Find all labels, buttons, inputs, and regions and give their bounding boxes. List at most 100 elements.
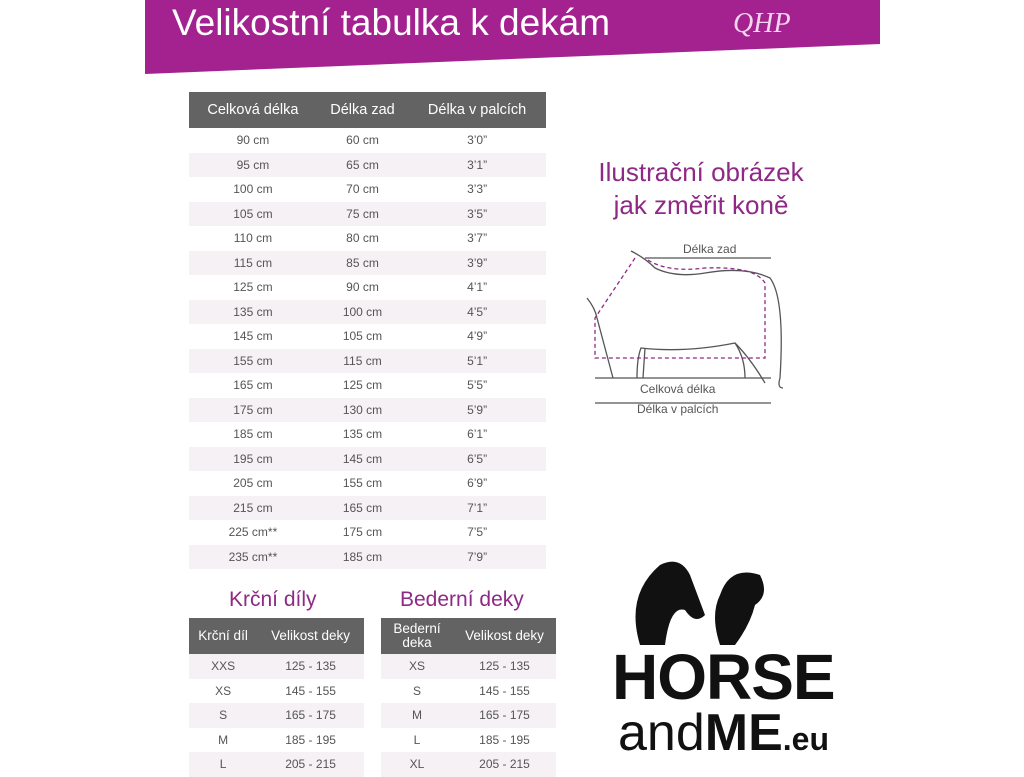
table-cell: 235 cm**: [189, 544, 317, 569]
table-cell: 165 - 175: [453, 703, 556, 728]
table-row: 235 cm** 185 cm 7’9”: [189, 544, 546, 569]
table-cell: 6’5”: [408, 446, 546, 471]
neck-title: Krční díly: [229, 588, 317, 611]
col-header: Délka zad: [316, 92, 409, 128]
table-cell: 145 cm: [233, 329, 273, 344]
horse-and-woman-logo-icon: [635, 561, 764, 645]
table-cell: 105 cm: [189, 201, 317, 226]
table-cell: 70 cm: [346, 182, 379, 197]
brand-line2: andME.eu: [618, 705, 829, 767]
table-cell: 135 cm: [342, 427, 383, 442]
table-row: 135 cm 100 cm 4’5”: [189, 299, 546, 324]
table-cell: 130 cm: [316, 397, 409, 422]
brand-eu: .eu: [782, 721, 829, 757]
table-cell: 4’9”: [467, 329, 488, 344]
table-cell: 205 - 215: [257, 752, 364, 777]
table-row: L 205 - 215: [189, 752, 364, 777]
table-row: 165 cm 125 cm 5’5”: [189, 373, 546, 398]
table-row: 90 cm 60 cm 3’0”: [189, 128, 546, 153]
table-row: 145 cm 105 cm 4’9”: [189, 324, 546, 349]
table-cell: 135 cm: [189, 299, 317, 324]
illustration-title-line: jak změřit koně: [613, 190, 789, 220]
table-cell: XL: [381, 752, 453, 777]
page-title: Velikostní tabulka k dekám: [172, 2, 611, 43]
size-table: Celková délka Délka zad Délka v palcích 90…: [189, 92, 546, 569]
table-cell: L: [189, 752, 258, 777]
table-row: S 145 - 155: [381, 679, 556, 704]
table-row: 205 cm 155 cm 6’9”: [189, 471, 546, 496]
table-row: XXS 125 - 135: [189, 654, 364, 679]
table-row: S 165 - 175: [189, 703, 364, 728]
table-cell: 175 cm: [342, 525, 383, 540]
table-cell: 3’5”: [408, 201, 546, 226]
table-row: L 185 - 195: [381, 728, 556, 753]
table-row: 115 cm 85 cm 3’9”: [189, 250, 546, 275]
table-row: M 185 - 195: [189, 728, 364, 753]
table-cell: 65 cm: [316, 152, 409, 177]
table-cell: 4’1”: [467, 280, 488, 295]
table-cell: 165 cm: [316, 495, 409, 520]
table-cell: 3’9”: [408, 250, 546, 275]
col-header: Krční díl: [189, 618, 258, 654]
table-cell: 125 - 135: [453, 654, 556, 679]
col-header: Bederní deka: [381, 618, 453, 654]
table-cell: 6’9”: [467, 476, 488, 491]
table-cell: 145 cm: [316, 446, 409, 471]
table-cell: 7’9”: [408, 544, 546, 569]
table-row: 125 cm 90 cm 4’1”: [189, 275, 546, 300]
table-cell: 85 cm: [316, 250, 409, 275]
table-cell: 3’3”: [467, 182, 488, 197]
table-cell: S: [412, 683, 421, 698]
table-row: 215 cm 165 cm 7’1”: [189, 495, 546, 520]
col-header: Velikost deky: [257, 618, 364, 654]
inch-length-label: Délka v palcích: [637, 402, 719, 416]
horse-measure-diagram: [586, 250, 784, 404]
table-cell: 95 cm: [189, 152, 317, 177]
qhp-logo: QHP: [733, 8, 791, 39]
table-cell: 115 cm: [316, 348, 409, 373]
table-cell: 225 cm**: [228, 525, 278, 540]
table-cell: 80 cm: [346, 231, 379, 246]
table-row: 175 cm 130 cm 5’9”: [189, 397, 546, 422]
table-cell: 90 cm: [236, 133, 270, 148]
table-cell: 110 cm: [233, 231, 273, 246]
table-cell: 165 cm: [233, 378, 273, 393]
col-header: Velikost deky: [453, 618, 556, 654]
table-cell: 4’5”: [408, 299, 546, 324]
table-cell: 100 cm: [316, 299, 409, 324]
table-cell: 6’1”: [467, 427, 488, 442]
table-cell: 5’1”: [408, 348, 546, 373]
table-row: 185 cm 135 cm 6’1”: [189, 422, 546, 447]
table-row: 110 cm 80 cm 3’7”: [189, 226, 546, 251]
illustration-title: Ilustrační obrázek jak změřit koně: [566, 156, 836, 222]
col-header: Délka v palcích: [408, 92, 546, 128]
neck-table: Krční díl Velikost deky XXS 125 - 135 XS 145…: [189, 618, 364, 777]
table-cell: 215 cm: [189, 495, 317, 520]
table-cell: 5’9”: [408, 397, 546, 422]
table-cell: 115 cm: [189, 250, 317, 275]
table-row: 225 cm** 175 cm 7’5”: [189, 520, 546, 545]
table-cell: 3’0”: [467, 133, 488, 148]
table-row: 100 cm 70 cm 3’3”: [189, 177, 546, 202]
table-cell: 125 cm: [342, 378, 383, 393]
loin-table: Bederní deka Velikost deky XS 125 - 135 S 14…: [381, 618, 556, 777]
table-cell: 3’7”: [467, 231, 488, 246]
table-cell: M: [218, 732, 229, 747]
table-cell: 60 cm: [346, 133, 379, 148]
table-row: 155 cm 115 cm 5’1”: [189, 348, 546, 373]
table-cell: 205 cm: [233, 476, 273, 491]
table-row: XL 205 - 215: [381, 752, 556, 777]
table-row: XS 125 - 135: [381, 654, 556, 679]
header-banner: [145, 0, 880, 74]
table-row: XS 145 - 155: [189, 679, 364, 704]
table-cell: 145 - 155: [285, 683, 336, 698]
table-cell: 205 - 215: [453, 752, 556, 777]
loin-title: Bederní deky: [400, 588, 524, 611]
table-cell: 7’5”: [467, 525, 488, 540]
table-cell: 125 - 135: [257, 654, 364, 679]
table-cell: 100 cm: [233, 182, 273, 197]
table-cell: XS: [381, 654, 453, 679]
table-cell: XXS: [189, 654, 258, 679]
table-cell: 145 - 155: [479, 683, 530, 698]
table-cell: L: [413, 732, 421, 747]
